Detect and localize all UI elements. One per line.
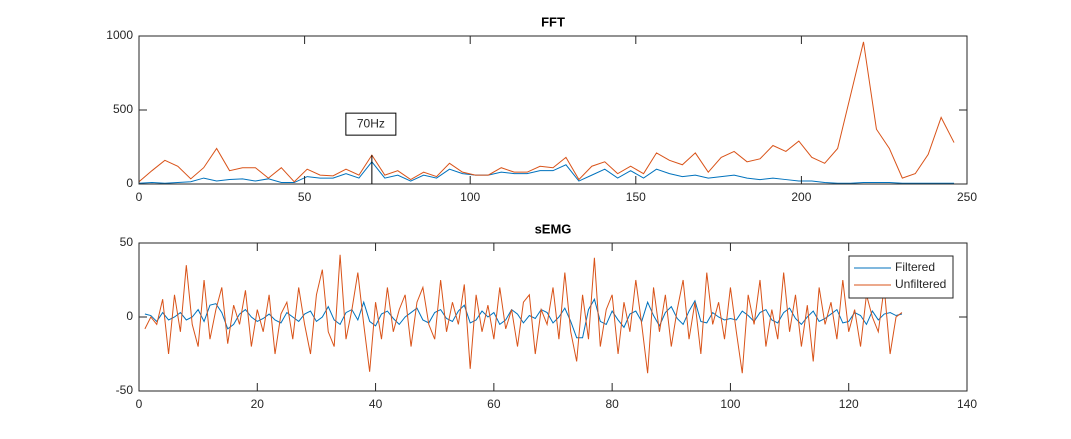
x-tick-label: 100 <box>460 190 480 204</box>
data-line <box>138 160 955 184</box>
datatip-box <box>345 112 397 136</box>
y-tick-label: -50 <box>116 383 134 397</box>
legend-label: Filtered <box>895 260 935 274</box>
x-tick-label: 150 <box>626 190 646 204</box>
x-tick-label: 50 <box>298 190 312 204</box>
y-tick-label: 50 <box>120 235 134 249</box>
y-tick-label: 500 <box>113 102 133 116</box>
x-tick-label: 20 <box>251 397 265 411</box>
y-tick-label: 0 <box>126 309 133 323</box>
chart-title: FFT <box>541 14 565 29</box>
x-tick-label: 120 <box>839 397 859 411</box>
x-tick-label: 60 <box>487 397 501 411</box>
x-tick-label: 0 <box>136 190 143 204</box>
y-tick-label: 0 <box>126 176 133 190</box>
datatip-label: 70Hz <box>357 116 385 130</box>
data-line <box>138 41 955 183</box>
x-tick-label: 100 <box>720 397 740 411</box>
data-line <box>144 254 903 374</box>
x-tick-label: 140 <box>957 397 977 411</box>
legend-label: Unfiltered <box>895 277 946 291</box>
x-tick-label: 250 <box>957 190 977 204</box>
x-tick-label: 200 <box>791 190 811 204</box>
x-tick-label: 40 <box>369 397 383 411</box>
x-tick-label: 0 <box>136 397 143 411</box>
chart-title: sEMG <box>535 221 572 236</box>
x-tick-label: 80 <box>605 397 619 411</box>
legend-box <box>848 255 954 299</box>
y-tick-label: 1000 <box>106 28 133 42</box>
